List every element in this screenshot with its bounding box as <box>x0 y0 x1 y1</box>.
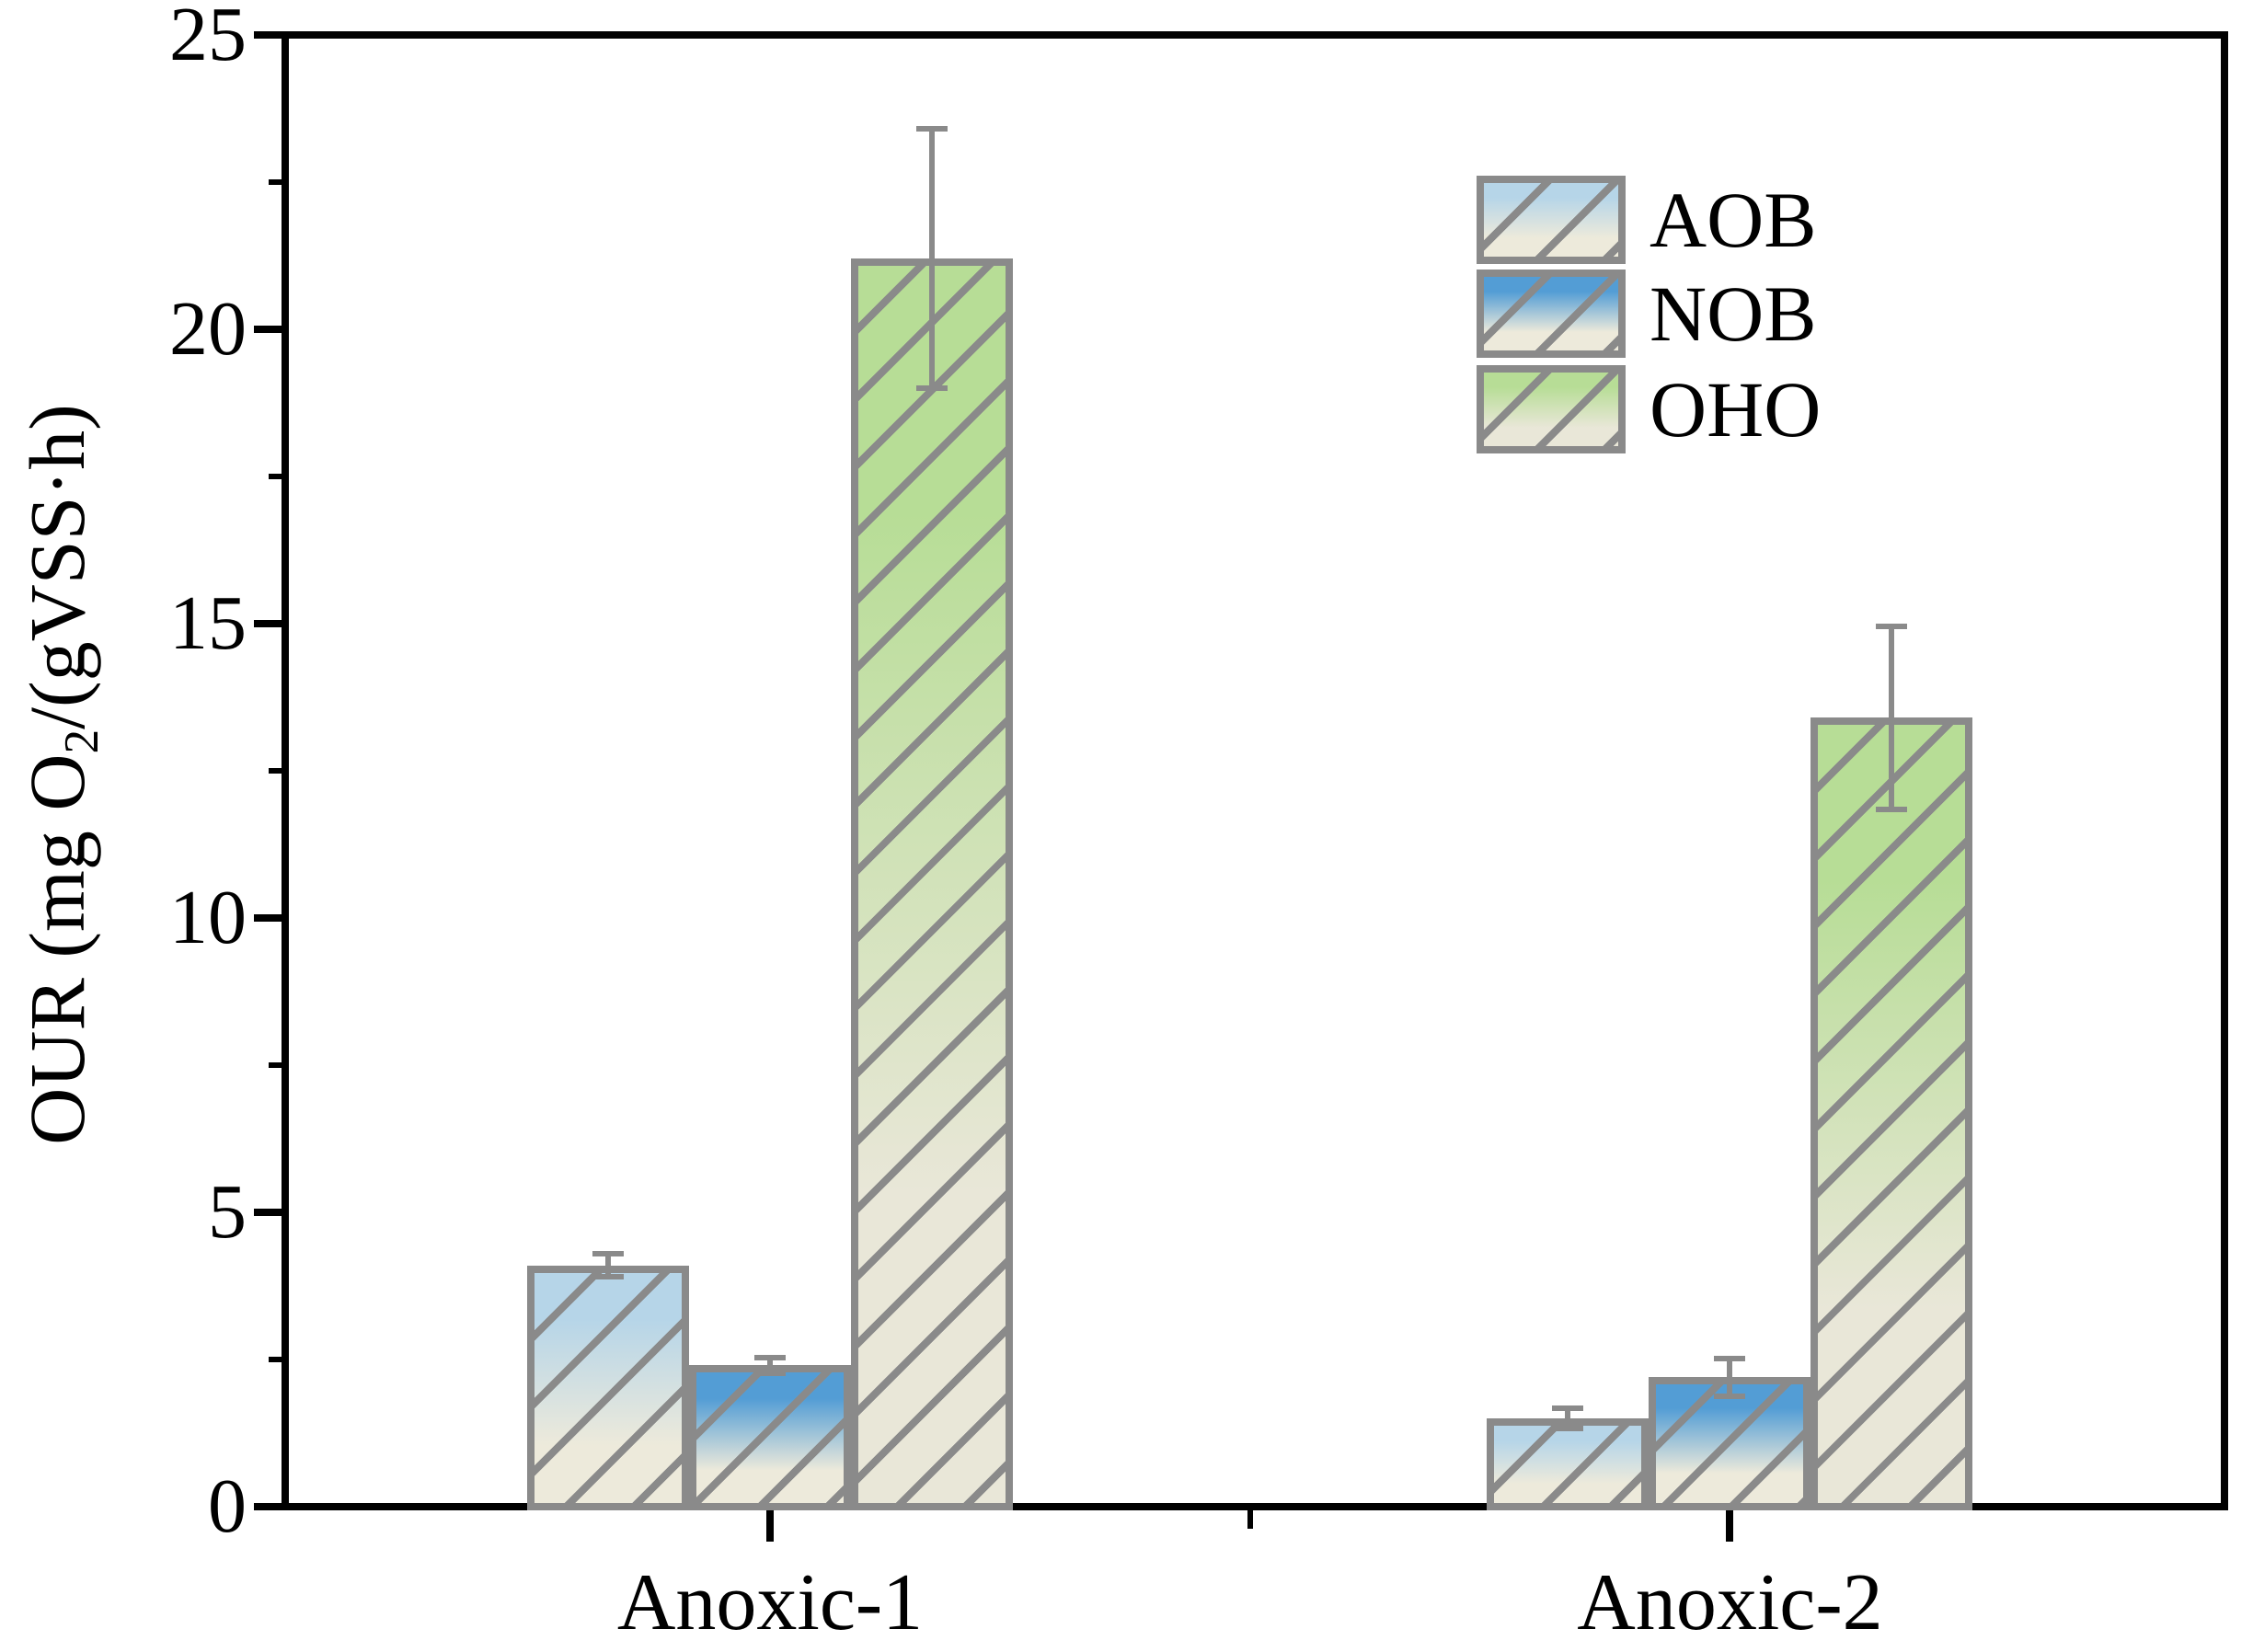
y-axis-tick-label: 0 <box>208 1463 247 1549</box>
error-bar-cap-bottom <box>754 1370 786 1376</box>
error-bar-cap-bottom <box>1552 1425 1584 1431</box>
x-axis-minor-tick <box>1247 1510 1253 1529</box>
error-bar-cap-bottom <box>916 385 948 391</box>
error-bar-cap-bottom <box>1876 806 1908 812</box>
y-axis-tick-label: 20 <box>169 286 247 372</box>
y-axis-tick-label: 5 <box>208 1169 247 1255</box>
bar-aob-anoxic-1 <box>527 1265 689 1510</box>
y-axis-major-tick <box>254 914 285 922</box>
error-bar-oho-anoxic-1 <box>929 129 935 388</box>
y-axis-minor-tick <box>269 768 285 774</box>
y-axis-tick-label: 25 <box>169 0 247 77</box>
error-bar-nob-anoxic-1 <box>767 1358 773 1373</box>
bar-oho-anoxic-2 <box>1810 717 1973 1510</box>
y-axis-minor-tick <box>269 179 285 185</box>
error-bar-nob-anoxic-2 <box>1727 1358 1733 1396</box>
y-axis-minor-tick <box>269 1062 285 1068</box>
legend-entry-oho: OHO <box>1477 365 1821 453</box>
y-axis-major-tick <box>254 326 285 333</box>
x-axis-major-tick <box>1726 1510 1734 1542</box>
y-axis-tick-label: 15 <box>169 580 247 666</box>
error-bar-cap-top <box>916 126 948 132</box>
x-axis-category-label: Anoxic-2 <box>1577 1558 1883 1647</box>
error-bar-aob-anoxic-1 <box>605 1253 611 1278</box>
error-bar-cap-top <box>1714 1355 1746 1361</box>
error-bar-cap-bottom <box>1714 1393 1746 1399</box>
error-bar-cap-top <box>1552 1405 1584 1412</box>
x-axis-category-label: Anoxic-1 <box>616 1558 924 1647</box>
legend-label-aob: AOB <box>1650 176 1817 264</box>
y-axis-major-tick <box>254 620 285 627</box>
y-axis-title-subscript: 2 <box>52 728 109 754</box>
bar-nob-anoxic-1 <box>689 1365 851 1510</box>
error-bar-cap-top <box>1876 624 1908 630</box>
legend-entry-aob: AOB <box>1477 176 1817 264</box>
y-axis-major-tick <box>254 1209 285 1216</box>
y-axis-major-tick <box>254 1503 285 1510</box>
x-axis-major-tick <box>766 1510 774 1542</box>
legend-swatch-oho <box>1477 365 1626 453</box>
bar-aob-anoxic-2 <box>1487 1418 1650 1510</box>
y-axis-tick-label: 10 <box>169 875 247 960</box>
error-bar-cap-top <box>754 1355 786 1361</box>
legend-label-nob: NOB <box>1650 270 1817 358</box>
error-bar-cap-top <box>592 1250 624 1256</box>
legend-label-oho: OHO <box>1650 365 1822 453</box>
y-axis-title: OUR (mg O2/(gVSS·h) <box>9 223 109 1326</box>
legend-swatch-nob <box>1477 270 1626 358</box>
error-bar-oho-anoxic-2 <box>1889 626 1895 809</box>
y-axis-title-suffix: /(gVSS·h) <box>13 404 101 729</box>
y-axis-minor-tick <box>269 1357 285 1362</box>
y-axis-major-tick <box>254 31 285 39</box>
bar-oho-anoxic-1 <box>851 258 1013 1510</box>
error-bar-cap-bottom <box>592 1274 624 1280</box>
legend-swatch-aob <box>1477 176 1626 264</box>
y-axis-minor-tick <box>269 474 285 479</box>
legend-entry-nob: NOB <box>1477 270 1817 358</box>
error-bar-aob-anoxic-2 <box>1565 1408 1571 1428</box>
